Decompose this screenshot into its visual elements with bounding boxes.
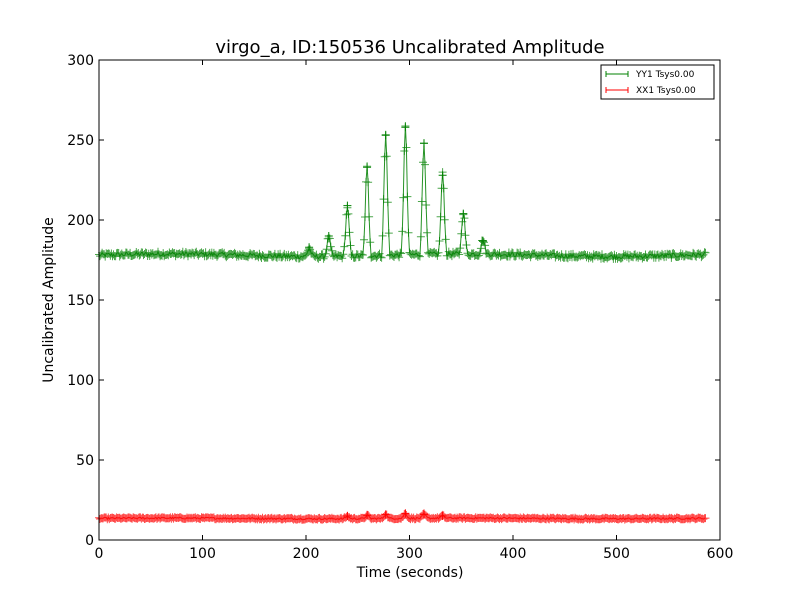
peak-point (478, 236, 487, 245)
x-tick-label: 600 (707, 546, 734, 562)
plot-area (99, 60, 720, 540)
peak-point (381, 510, 390, 519)
x-axis-label: Time (seconds) (356, 565, 464, 581)
y-tick-label: 0 (85, 533, 94, 549)
x-tick-label: 400 (500, 546, 527, 562)
series-yy1 (95, 122, 710, 263)
y-tick-label: 200 (67, 213, 94, 229)
peak-point (343, 201, 352, 210)
peak-point (324, 232, 333, 240)
peak-point (419, 510, 428, 519)
legend: YY1 Tsys0.00 XX1 Tsys0.00 (600, 64, 715, 100)
y-tick-label: 300 (67, 53, 94, 69)
series-xx1 (95, 509, 710, 524)
ticks-layer: 0 100 200 300 400 500 600 0 50 100 150 200 250 300 (67, 53, 733, 562)
peak-point (438, 171, 447, 180)
x-tick-label: 300 (396, 546, 423, 562)
y-tick-label: 100 (67, 373, 94, 389)
y-axis-label: Uncalibrated Amplitude (41, 217, 57, 383)
y-tick-label: 50 (76, 453, 94, 469)
peak-point (459, 209, 468, 218)
peak-point (401, 123, 410, 132)
x-tick-label: 0 (95, 546, 104, 562)
peak-point (381, 131, 390, 140)
peak-point (363, 511, 372, 520)
legend-box (600, 64, 715, 100)
x-tick-label: 100 (189, 546, 216, 562)
legend-marker-yy1 (605, 71, 629, 77)
legend-marker-xx1 (605, 87, 629, 93)
x-tick-label: 500 (603, 546, 630, 562)
peak-point (343, 512, 352, 520)
peak-point (438, 512, 447, 520)
peak-point (305, 243, 314, 252)
x-tick-label: 200 (293, 546, 320, 562)
legend-label-yy1: YY1 Tsys0.00 (635, 70, 695, 80)
series-layer (95, 122, 710, 524)
legend-label-xx1: XX1 Tsys0.00 (636, 86, 696, 96)
y-tick-label: 250 (67, 133, 94, 149)
peak-point (363, 163, 372, 172)
y-tick-label: 150 (67, 293, 94, 309)
peak-point (419, 139, 428, 148)
peak-point (401, 509, 410, 518)
chart-title: virgo_a, ID:150536 Uncalibrated Amplitud… (215, 37, 604, 58)
